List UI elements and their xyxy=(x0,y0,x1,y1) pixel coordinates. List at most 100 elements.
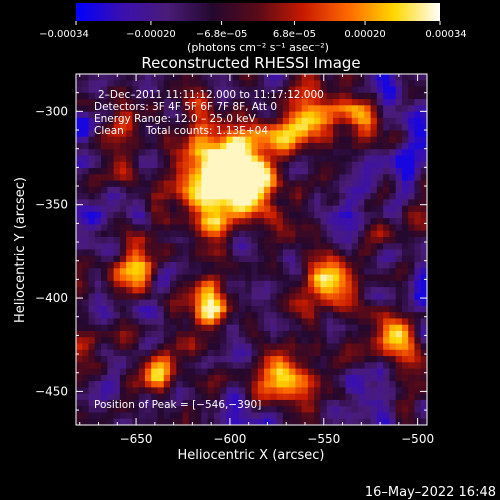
heatmap-cell xyxy=(151,80,159,88)
heatmap-cell xyxy=(383,337,390,345)
heatmap-cell xyxy=(282,105,290,113)
heatmap-cell xyxy=(201,318,209,326)
heatmap-cell xyxy=(101,249,108,257)
heatmap-cell xyxy=(119,349,127,357)
heatmap-cell xyxy=(395,86,403,94)
heatmap-cell xyxy=(207,168,215,175)
heatmap-cell xyxy=(276,381,284,388)
heatmap-cell xyxy=(345,393,353,401)
heatmap-cell xyxy=(401,161,409,169)
heatmap-cell xyxy=(314,193,322,200)
heatmap-cell xyxy=(245,186,253,194)
heatmap-cell xyxy=(351,287,359,294)
heatmap-cell xyxy=(320,111,328,119)
heatmap-cell xyxy=(251,149,259,157)
heatmap-cell xyxy=(364,287,372,294)
heatmap-cell xyxy=(351,124,359,132)
heatmap-cell xyxy=(220,249,228,257)
heatmap-cell xyxy=(289,299,296,307)
heatmap-cell xyxy=(270,205,278,213)
heatmap-cell xyxy=(157,130,165,138)
heatmap-cell xyxy=(307,312,315,320)
heatmap-cell xyxy=(213,249,221,257)
heatmap-cell xyxy=(282,274,290,282)
heatmap-cell xyxy=(176,268,184,276)
heatmap-cell xyxy=(113,356,121,363)
heatmap-cell xyxy=(144,74,152,81)
heatmap-cell xyxy=(132,218,140,226)
heatmap-cell xyxy=(257,412,265,420)
heatmap-cell xyxy=(401,356,409,363)
heatmap-cell xyxy=(144,330,152,338)
heatmap-cell xyxy=(94,268,102,276)
heatmap-cell xyxy=(251,236,259,244)
heatmap-cell xyxy=(358,343,365,351)
heatmap-cell xyxy=(163,412,171,420)
heatmap-cell xyxy=(226,149,234,157)
heatmap-cell xyxy=(358,130,365,138)
heatmap-cell xyxy=(245,174,253,182)
heatmap-cell xyxy=(113,293,121,301)
heatmap-cell xyxy=(339,330,347,338)
heatmap-cell xyxy=(182,186,190,194)
heatmap-cell xyxy=(276,224,284,232)
heatmap-cell xyxy=(320,393,328,401)
heatmap-cell xyxy=(320,305,328,313)
heatmap-cell xyxy=(88,293,96,301)
heatmap-cell xyxy=(358,387,365,395)
heatmap-cell xyxy=(257,111,265,119)
heatmap-cell xyxy=(101,111,108,119)
heatmap-cell xyxy=(389,274,397,282)
heatmap-cell xyxy=(276,368,284,376)
heatmap-cell xyxy=(257,305,265,313)
heatmap-cell xyxy=(314,312,322,320)
heatmap-cell xyxy=(307,218,315,226)
heatmap-cell xyxy=(138,243,146,251)
heatmap-cell xyxy=(157,293,165,301)
heatmap-cell xyxy=(408,362,416,370)
heatmap-cell xyxy=(326,124,334,132)
heatmap-cell xyxy=(307,368,315,376)
heatmap-cell xyxy=(151,105,159,113)
heatmap-cell xyxy=(383,218,390,226)
heatmap-cell xyxy=(188,199,196,207)
heatmap-cell xyxy=(289,130,296,138)
heatmap-cell xyxy=(232,174,240,182)
heatmap-cell xyxy=(144,243,152,251)
heatmap-cell xyxy=(251,193,259,200)
heatmap-cell xyxy=(282,224,290,232)
heatmap-cell xyxy=(420,130,427,138)
heatmap-cell xyxy=(264,330,271,338)
heatmap-cell xyxy=(220,374,228,382)
heatmap-cell xyxy=(163,406,171,414)
heatmap-cell xyxy=(138,406,146,414)
heatmap-cell xyxy=(326,205,334,213)
heatmap-cell xyxy=(289,356,296,363)
heatmap-cell xyxy=(332,186,340,194)
heatmap-cell xyxy=(126,268,134,276)
heatmap-cell xyxy=(201,381,209,388)
heatmap-cell xyxy=(295,74,303,81)
heatmap-cell xyxy=(138,99,146,106)
heatmap-cell xyxy=(82,86,90,94)
heatmap-cell xyxy=(113,312,121,320)
heatmap-cell xyxy=(144,86,152,94)
heatmap-cell xyxy=(276,330,284,338)
heatmap-cell xyxy=(107,330,115,338)
heatmap-cell xyxy=(351,86,359,94)
heatmap-cell xyxy=(364,399,372,407)
heatmap-cell xyxy=(264,324,271,332)
heatmap-cell xyxy=(314,387,322,395)
heatmap-cell xyxy=(163,255,171,263)
heatmap-cell xyxy=(157,211,165,219)
heatmap-cell xyxy=(232,268,240,276)
heatmap-cell xyxy=(351,381,359,388)
heatmap-cell xyxy=(351,362,359,370)
annotation-energy-range: Energy Range: 12.0 – 25.0 keV xyxy=(94,113,256,125)
heatmap-cell xyxy=(320,180,328,188)
heatmap-cell xyxy=(157,393,165,401)
heatmap-cell xyxy=(213,117,221,125)
heatmap-cell xyxy=(414,293,422,301)
heatmap-cell xyxy=(351,387,359,395)
heatmap-cell xyxy=(301,349,309,357)
